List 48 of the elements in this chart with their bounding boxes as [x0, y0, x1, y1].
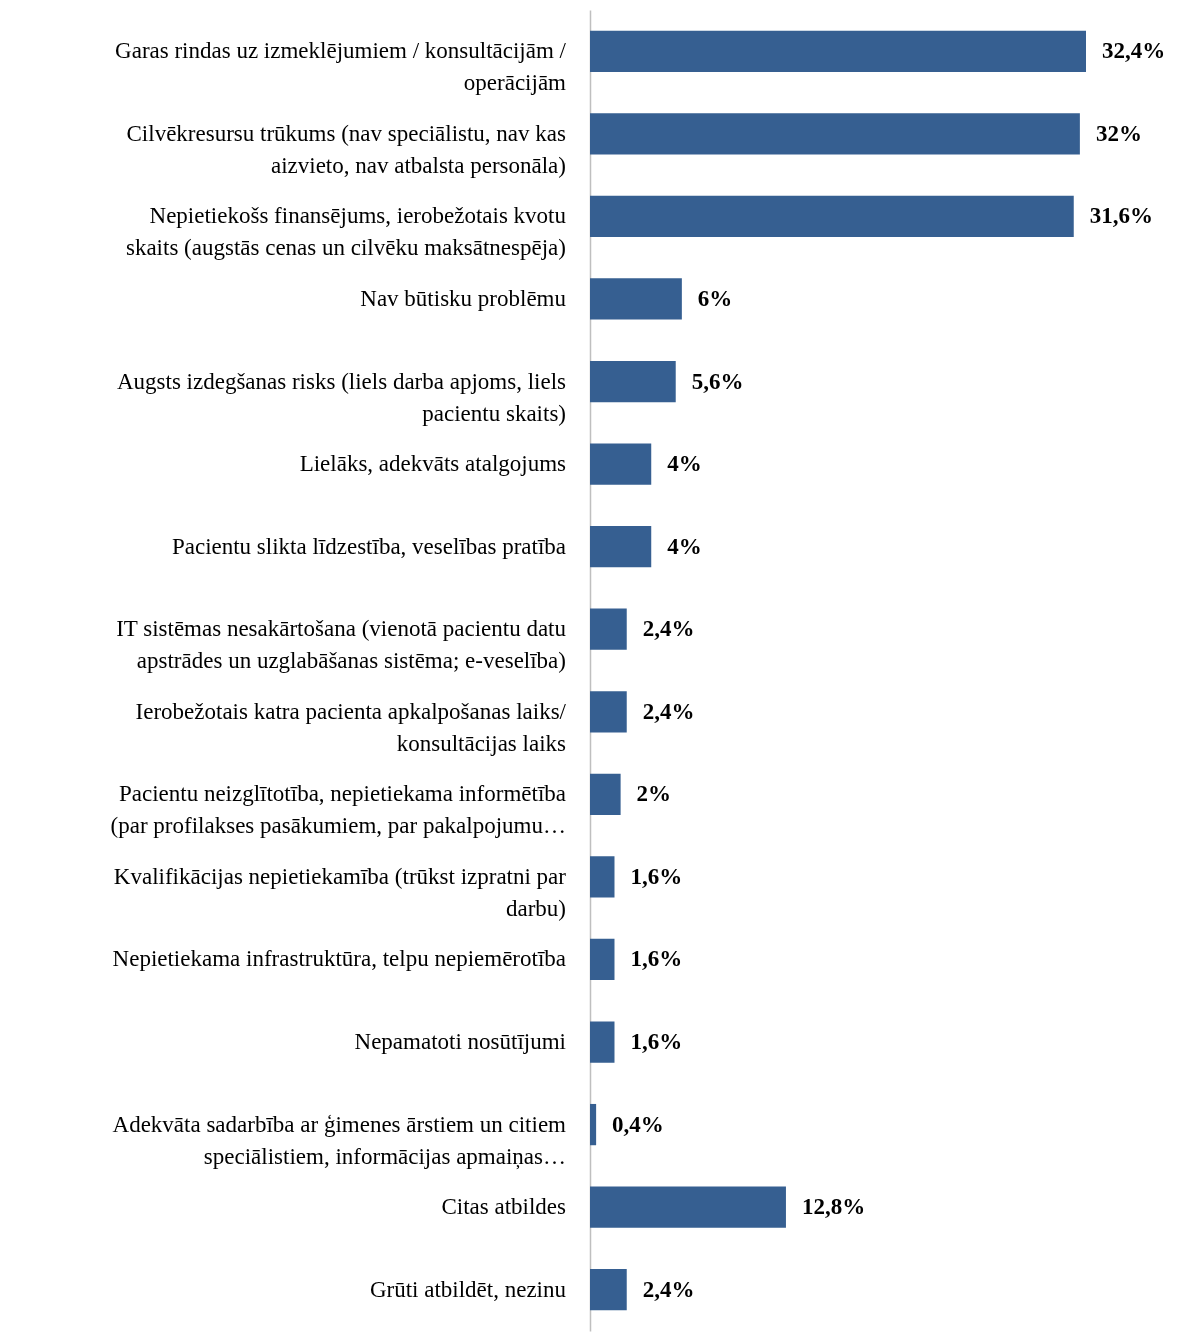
y-tick-label: Cilvēkresursu trūkums (nav speciālistu, nav kas aizvieto, nav atbalsta personāla)	[126, 120, 567, 178]
bar	[590, 691, 627, 733]
bar	[590, 773, 621, 815]
bar	[590, 856, 615, 898]
data-label: 31,6%	[1089, 203, 1153, 229]
y-tick-label: Garas rindas uz izmeklējumiem / konsultācijām / operācijām	[115, 38, 567, 96]
data-label: 2,4%	[642, 1276, 695, 1302]
bar	[590, 113, 1080, 155]
y-tick-label: Adekvāta sadarbība ar ģimenes ārstiem un citiem speciālistiem, informācijas apmaiņas…	[112, 1111, 567, 1170]
data-label: 0,4%	[612, 1111, 664, 1137]
y-tick-label: Grūti atbildēt, nezinu	[369, 1276, 567, 1302]
data-label: 5,6%	[691, 368, 744, 394]
bar	[590, 1269, 627, 1311]
data-label: 32%	[1095, 120, 1142, 146]
data-label: 2%	[636, 781, 672, 807]
data-label: 6%	[697, 285, 733, 311]
data-label: 2,4%	[642, 698, 695, 724]
y-tick-label: Nepamatoti nosūtījumi	[354, 1029, 566, 1055]
bar	[590, 1103, 597, 1146]
bar	[590, 526, 652, 568]
bar	[590, 278, 682, 320]
y-tick-label: Ierobežotais katra pacienta apkalpošanas laiks/ konsultācijas laiks	[135, 698, 567, 756]
y-tick-label: Lielāks, adekvāts atalgojums	[299, 451, 567, 477]
data-label: 12,8%	[801, 1194, 866, 1220]
y-tick-label: Augsts izdegšanas risks (liels darba apjoms, liels pacientu skaits)	[116, 368, 567, 426]
y-tick-label: Pacientu neizglītotība, nepietiekama informētība (par profilakses pasākumiem, par pakalpojumu…	[110, 781, 566, 839]
y-tick-label: Nepietiekošs finansējums, ierobežotais kvotu skaits (augstās cenas un cilvēku maksātnespēja)	[125, 203, 567, 261]
data-label: 4%	[667, 533, 702, 559]
data-label: 4%	[667, 451, 702, 477]
data-label: 2,4%	[642, 616, 695, 642]
y-tick-label: IT sistēmas nesakārtošana (vienotā pacientu datu apstrādes un uzglabāšanas sistēma; e-veselība)	[116, 616, 567, 674]
bar	[590, 1021, 615, 1063]
data-label: 32,4%	[1102, 38, 1166, 64]
data-label: 1,6%	[630, 863, 683, 889]
bar	[590, 1186, 786, 1228]
y-tick-label: Kvalifikācijas nepietiekamība (trūkst izpratni par darbu)	[113, 863, 567, 921]
data-label: 1,6%	[630, 1029, 683, 1055]
data-label: 1,6%	[630, 946, 683, 972]
bar	[590, 360, 676, 403]
y-tick-label: Citas atbildes	[441, 1194, 567, 1220]
y-tick-label: Nav būtisku problēmu	[360, 285, 567, 311]
bar	[590, 195, 1074, 238]
y-tick-label: Pacientu slikta līdzestība, veselības pratība	[171, 533, 566, 559]
y-tick-label: Nepietiekama infrastruktūra, telpu nepiemērotība	[112, 946, 566, 972]
bar	[590, 938, 615, 981]
bar	[590, 30, 1086, 72]
bar	[590, 608, 627, 650]
bar	[590, 443, 652, 485]
